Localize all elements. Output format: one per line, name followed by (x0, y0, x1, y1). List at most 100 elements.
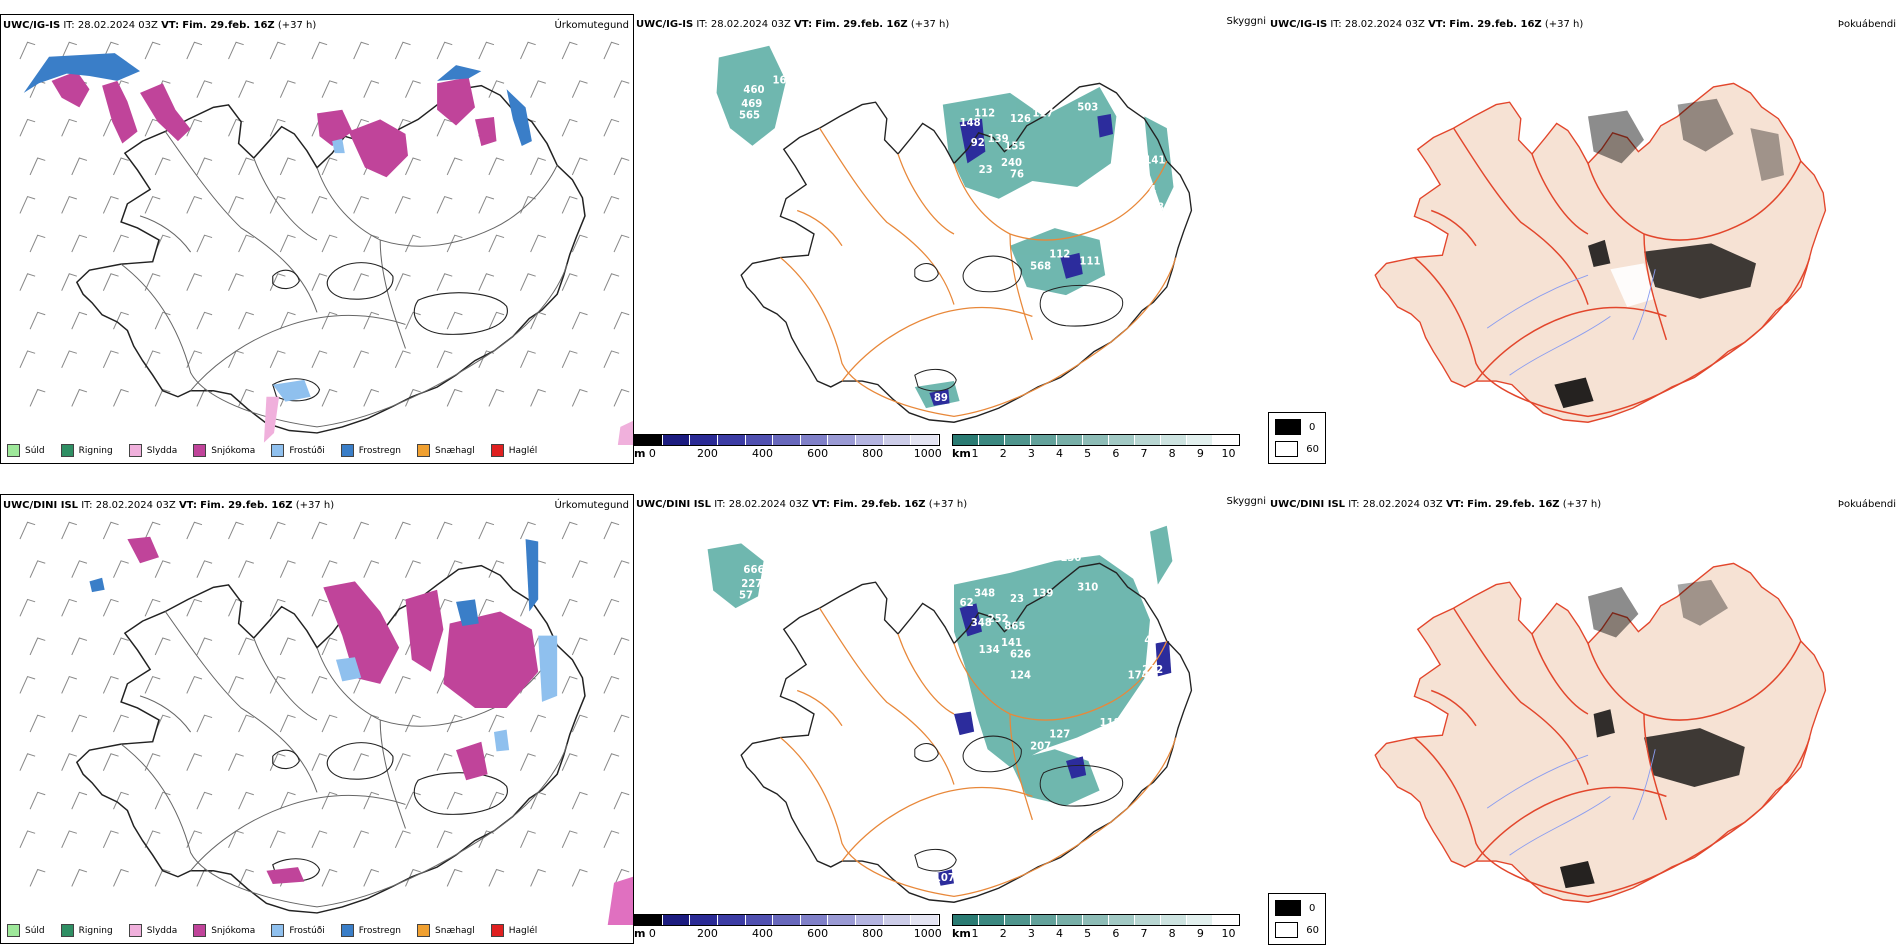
wind-barb (279, 637, 296, 656)
scale-swatch (662, 435, 691, 445)
wind-barb (446, 311, 463, 330)
wind-barb (571, 157, 588, 176)
wind-barb (29, 157, 46, 176)
wind-barb (311, 273, 328, 291)
ceiling-label: 568 (1030, 260, 1051, 272)
scale-swatch (1005, 435, 1031, 445)
wind-barb (186, 195, 203, 214)
wind-barb (196, 311, 213, 330)
wind-barb (321, 560, 338, 578)
fog-legend-label: 0 (1309, 421, 1316, 433)
ceiling-label: 134 (979, 644, 1000, 656)
vt-label: VT: (161, 20, 180, 31)
wind-barb (238, 791, 254, 810)
wind-barb (29, 311, 46, 330)
wind-barb (363, 791, 380, 810)
wind-barb (363, 560, 380, 578)
wind-barb (102, 675, 119, 694)
scale-swatch (1031, 915, 1057, 925)
scale-swatch (911, 915, 940, 925)
lead-time: (+37 h) (1544, 19, 1584, 30)
vt-label: VT: (1445, 499, 1464, 510)
scale-swatch (717, 435, 746, 445)
wind-barb (61, 521, 77, 540)
scale-tick: 4 (1056, 927, 1064, 940)
legend-swatch (60, 924, 74, 937)
ceiling-scale: m 0 200 400 600 800 1000 (634, 914, 942, 944)
wind-barb (228, 195, 244, 214)
wind-barb (321, 234, 338, 253)
panel-type-label: Þokuábendi (1837, 19, 1896, 30)
legend-label: Frostúði (289, 925, 325, 936)
wind-barb (186, 350, 203, 369)
wind-barb (238, 714, 254, 733)
snow-areas (127, 536, 539, 884)
legend-label: Frostregn (358, 925, 402, 936)
wind-barb (436, 753, 453, 771)
wind-barb (353, 521, 369, 540)
model-name: UWC/IG-IS (1270, 19, 1328, 30)
panel-title: UWC/DINI ISL IT: 28.02.2024 03Z VT: Fim.… (636, 499, 967, 510)
wind-barb (405, 234, 421, 253)
panel-title: UWC/DINI ISL IT: 28.02.2024 03Z VT: Fim.… (3, 500, 334, 511)
freezing-drizzle-areas (272, 138, 345, 402)
wind-barb (186, 118, 203, 137)
scale-swatch (1083, 435, 1109, 445)
visibility-scale-bar (952, 914, 1240, 926)
legend-item: Slydda (128, 924, 177, 937)
visibility-scale: km 1 2 3 4 5 6 7 8 9 10 (952, 434, 1240, 464)
wind-barb (29, 791, 46, 810)
wind-barb (144, 41, 161, 60)
visibility-scale-ticks: km 1 2 3 4 5 6 7 8 9 10 (952, 446, 1240, 460)
wind-barb (405, 714, 421, 733)
wind-barb (488, 80, 505, 98)
wind-barb (144, 830, 161, 849)
wind-barb (321, 388, 338, 407)
wind-barb (530, 791, 546, 810)
wind-barb (520, 753, 536, 771)
legend-item: Rigning (60, 924, 113, 937)
wind-barb (394, 273, 411, 291)
model-name: UWC/DINI ISL (3, 500, 79, 511)
scale-swatch (745, 915, 774, 925)
scale-swatch (1031, 435, 1057, 445)
wind-barb (196, 157, 213, 176)
visibility-panel-row1: UWC/IG-IS IT: 28.02.2024 03Z VT: Fim. 29… (634, 14, 1268, 464)
it-label: IT: (1348, 499, 1360, 510)
wind-barb (311, 350, 328, 369)
scale-swatch (800, 435, 829, 445)
wind-barb (238, 157, 254, 176)
roads (120, 130, 568, 428)
ceiling-label: 141 (1001, 637, 1022, 649)
wind-barb (19, 273, 36, 291)
visibility-scale-bar (952, 434, 1240, 446)
wind-barb (603, 118, 620, 137)
it-value: 28.02.2024 03Z (728, 499, 809, 510)
wind-barb (394, 521, 411, 540)
ceiling-label: 148 (960, 117, 981, 129)
scale-swatch (911, 435, 940, 445)
wind-barb (113, 388, 129, 407)
it-label: IT: (81, 500, 93, 511)
ceiling-label: 126 (1010, 113, 1031, 125)
ceiling-scale-ticks: m 0 200 400 600 800 1000 (634, 446, 942, 460)
vt-value: Fim. 29.feb. 16Z (833, 499, 926, 510)
ceiling-label: 638 (797, 549, 818, 561)
wind-barb (269, 195, 286, 214)
scale-swatch (883, 435, 912, 445)
scale-tick: 600 (807, 927, 829, 940)
wind-barb (613, 234, 630, 253)
it-label: IT: (63, 20, 75, 31)
wind-barb (29, 560, 46, 578)
precip-panel-row1: UWC/IG-IS IT: 28.02.2024 03Z VT: Fim. 29… (0, 14, 634, 464)
fog-legend-swatch (1275, 900, 1301, 916)
ceiling-label: 130 (1060, 552, 1081, 564)
wind-barb (446, 234, 463, 253)
legend-label: Frostregn (358, 445, 402, 456)
wind-barb (478, 41, 495, 60)
legend-item: Súld (7, 444, 45, 457)
wind-barb (394, 350, 411, 369)
wind-barb (29, 637, 46, 656)
precip-map (19, 521, 633, 925)
